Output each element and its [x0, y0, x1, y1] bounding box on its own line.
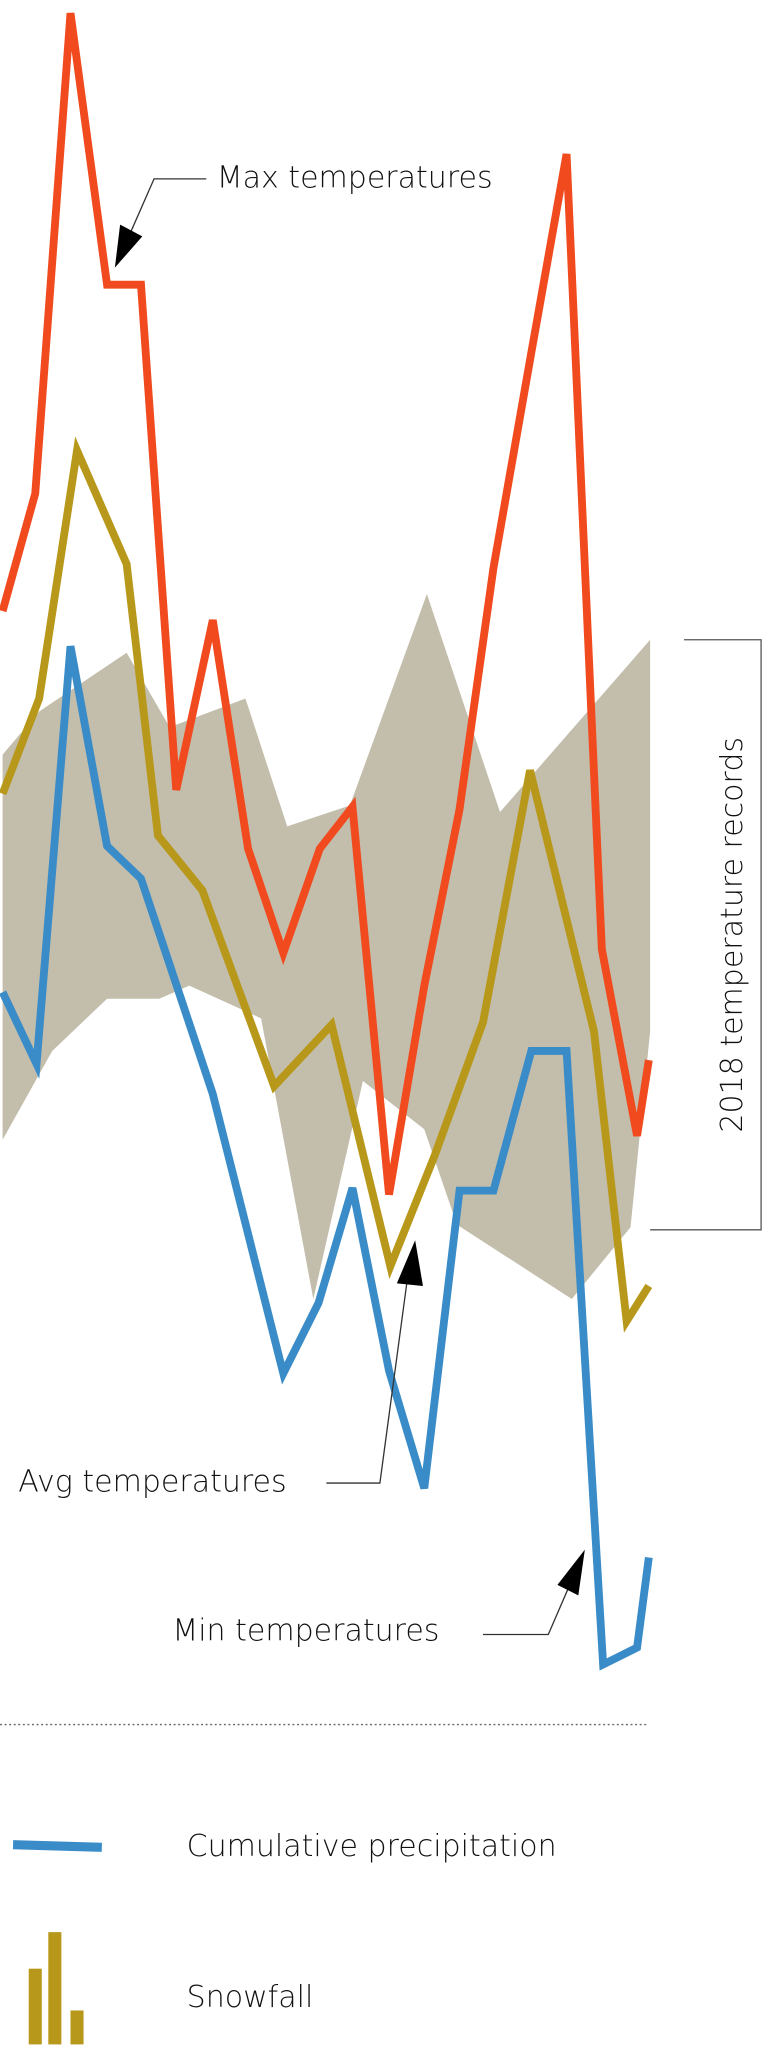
snowfall-swatch: [28, 1968, 42, 2045]
pointer: [129, 178, 207, 233]
precipitation-label: Cumulative precipitation: [187, 1829, 557, 1864]
snowfall-swatch: [48, 1932, 62, 2045]
arrow: [114, 224, 143, 268]
avg-label: Avg temperatures: [18, 1465, 286, 1500]
max-label: Max temperatures: [217, 160, 493, 195]
records-band: [2, 594, 651, 1299]
min-line: [0, 645, 653, 1671]
arrow: [557, 1549, 585, 1596]
pointer: [483, 1585, 570, 1636]
snowfall-swatch: [70, 2010, 84, 2045]
arrow: [396, 1240, 423, 1286]
snowfall-label: Snowfall: [187, 1980, 314, 2015]
max-line: [0, 12, 653, 1196]
precipitation-swatch: [12, 1840, 102, 1852]
avg-line: [0, 436, 653, 1333]
bracket: [650, 639, 762, 1231]
records-label: 2018 temperature records: [715, 737, 750, 1133]
min-label: Min temperatures: [172, 1613, 439, 1648]
pointer: [326, 1279, 408, 1484]
